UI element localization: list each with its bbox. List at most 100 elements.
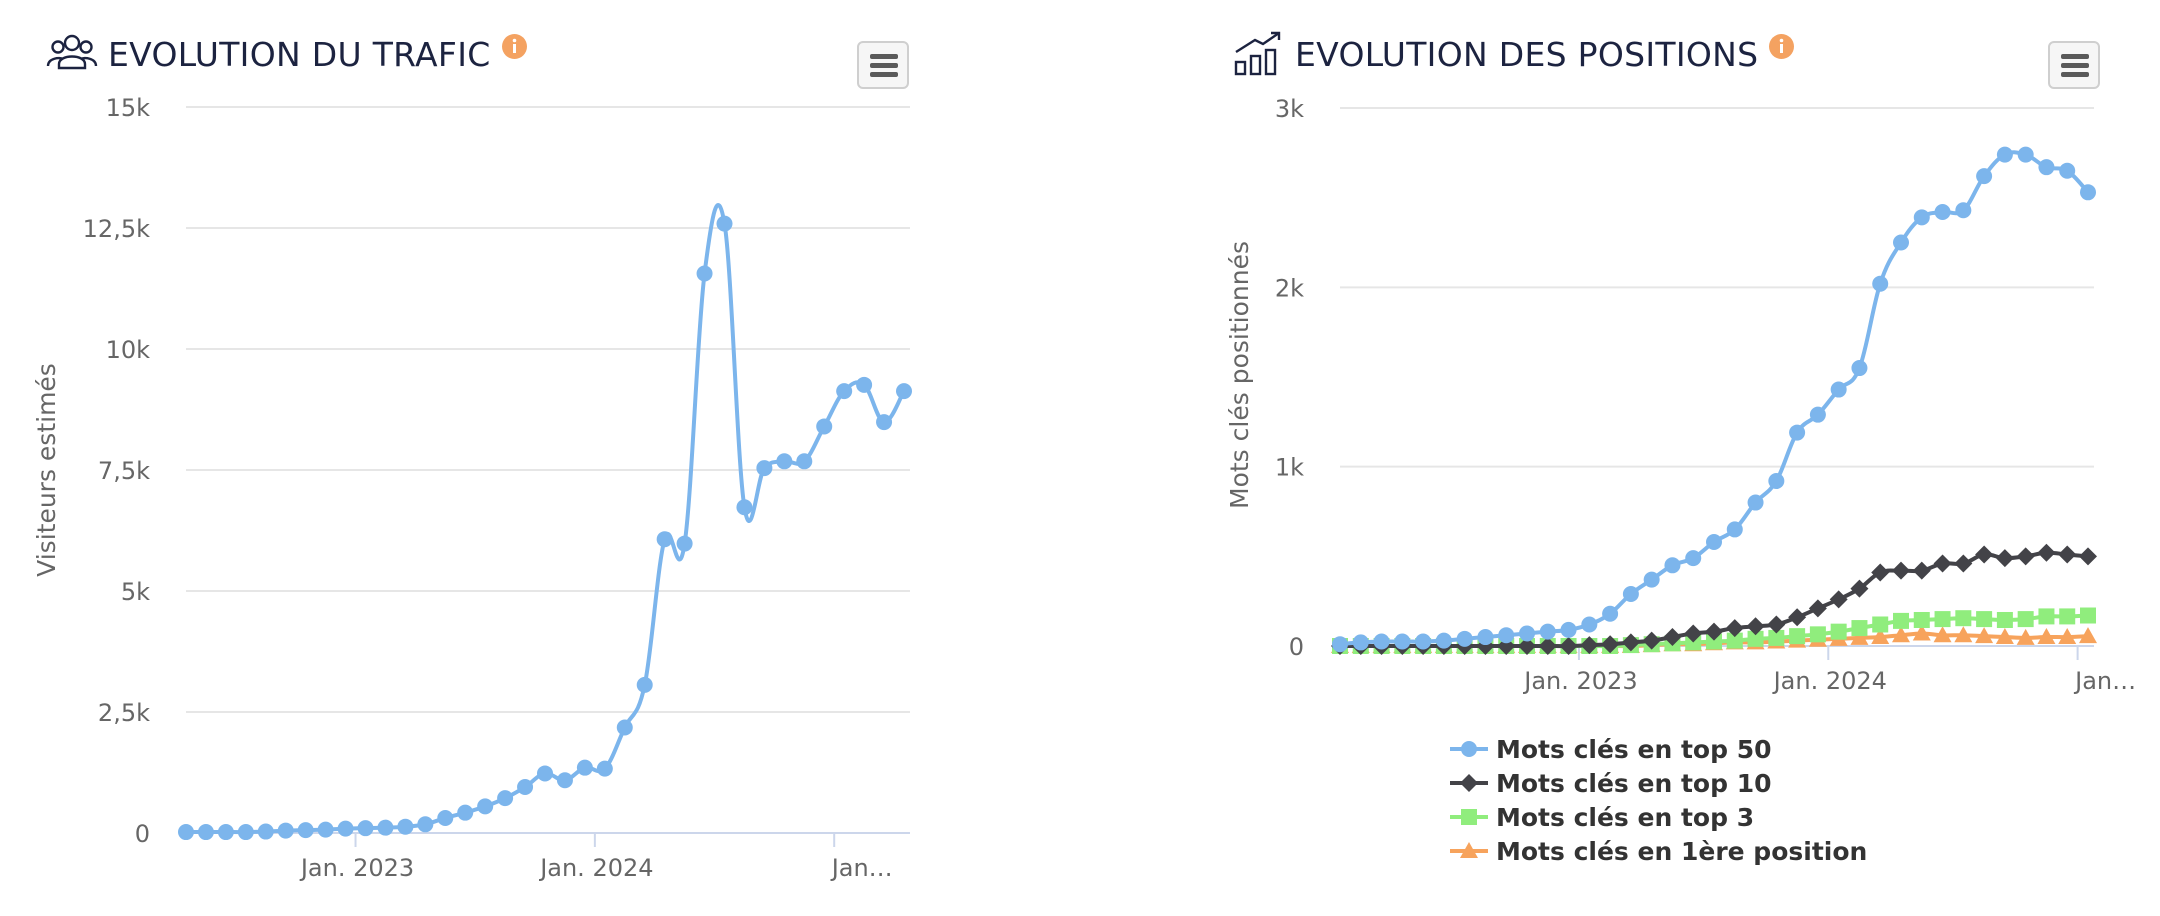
data-point[interactable] bbox=[2037, 628, 2056, 645]
data-point[interactable] bbox=[636, 676, 653, 693]
data-point[interactable] bbox=[1995, 628, 2014, 645]
data-point[interactable] bbox=[1435, 632, 1452, 649]
data-point[interactable] bbox=[1809, 626, 1826, 643]
data-point[interactable] bbox=[1498, 627, 1515, 644]
data-point[interactable] bbox=[2016, 628, 2035, 645]
data-point[interactable] bbox=[1622, 585, 1639, 602]
data-point[interactable] bbox=[2080, 184, 2096, 201]
data-point[interactable] bbox=[1768, 629, 1785, 646]
data-point[interactable] bbox=[1955, 610, 1972, 627]
data-point[interactable] bbox=[1872, 616, 1889, 633]
data-point[interactable] bbox=[1643, 571, 1660, 588]
data-point[interactable] bbox=[876, 414, 893, 431]
data-point[interactable] bbox=[1829, 590, 1848, 609]
data-point[interactable] bbox=[696, 265, 713, 282]
data-point[interactable] bbox=[2038, 608, 2055, 625]
data-point[interactable] bbox=[1726, 521, 1743, 538]
data-point[interactable] bbox=[856, 376, 873, 393]
data-point[interactable] bbox=[217, 824, 234, 841]
data-point[interactable] bbox=[1976, 611, 1993, 628]
data-point[interactable] bbox=[2037, 543, 2056, 562]
data-point[interactable] bbox=[756, 460, 773, 477]
data-point[interactable] bbox=[2058, 628, 2077, 645]
data-point[interactable] bbox=[2079, 627, 2097, 644]
data-point[interactable] bbox=[776, 453, 793, 470]
data-point[interactable] bbox=[497, 790, 514, 807]
data-point[interactable] bbox=[736, 499, 753, 516]
data-point[interactable] bbox=[1933, 554, 1952, 573]
data-point[interactable] bbox=[397, 818, 414, 835]
data-point[interactable] bbox=[1934, 611, 1951, 628]
data-point[interactable] bbox=[337, 820, 354, 837]
data-point[interactable] bbox=[2038, 159, 2055, 176]
data-point[interactable] bbox=[2016, 547, 2035, 566]
data-point[interactable] bbox=[1642, 631, 1661, 650]
data-point[interactable] bbox=[2079, 547, 2097, 566]
data-point[interactable] bbox=[1726, 632, 1743, 649]
data-point[interactable] bbox=[1808, 599, 1827, 618]
data-point[interactable] bbox=[1912, 561, 1931, 580]
data-point[interactable] bbox=[1559, 637, 1578, 655]
data-point[interactable] bbox=[1664, 557, 1681, 574]
data-point[interactable] bbox=[1477, 629, 1494, 646]
data-point[interactable] bbox=[1602, 605, 1619, 622]
data-point[interactable] bbox=[1976, 168, 1993, 185]
data-point[interactable] bbox=[417, 816, 434, 833]
data-point[interactable] bbox=[537, 765, 553, 782]
data-point[interactable] bbox=[1850, 628, 1869, 645]
data-point[interactable] bbox=[796, 453, 813, 470]
data-point[interactable] bbox=[1581, 616, 1598, 633]
traffic-menu-button[interactable] bbox=[857, 41, 909, 89]
data-point[interactable] bbox=[477, 798, 494, 815]
data-point[interactable] bbox=[676, 535, 693, 552]
data-point[interactable] bbox=[1892, 561, 1910, 580]
data-point[interactable] bbox=[1685, 550, 1702, 567]
data-point[interactable] bbox=[1893, 234, 1909, 251]
data-point[interactable] bbox=[1518, 637, 1536, 655]
data-point[interactable] bbox=[1996, 146, 2013, 163]
data-point[interactable] bbox=[1892, 626, 1910, 643]
data-point[interactable] bbox=[437, 809, 454, 826]
data-point[interactable] bbox=[237, 824, 254, 841]
data-point[interactable] bbox=[1954, 554, 1973, 573]
data-point[interactable] bbox=[1332, 636, 1348, 653]
data-point[interactable] bbox=[1934, 204, 1951, 221]
data-point[interactable] bbox=[1809, 406, 1826, 423]
data-point[interactable] bbox=[1872, 275, 1889, 292]
data-point[interactable] bbox=[297, 822, 314, 839]
data-point[interactable] bbox=[1580, 636, 1599, 655]
data-point[interactable] bbox=[1954, 626, 1973, 643]
data-point[interactable] bbox=[357, 820, 374, 837]
data-point[interactable] bbox=[1893, 612, 1909, 629]
data-point[interactable] bbox=[816, 418, 833, 435]
data-point[interactable] bbox=[517, 779, 534, 796]
data-point[interactable] bbox=[1768, 473, 1785, 490]
info-icon[interactable] bbox=[1768, 33, 1795, 60]
data-point[interactable] bbox=[2058, 545, 2077, 564]
data-point[interactable] bbox=[1913, 611, 1930, 628]
data-point[interactable] bbox=[2017, 611, 2034, 628]
data-point[interactable] bbox=[1912, 624, 1931, 641]
data-point[interactable] bbox=[2059, 162, 2076, 179]
data-point[interactable] bbox=[1996, 611, 2013, 628]
data-point[interactable] bbox=[1415, 633, 1432, 650]
data-point[interactable] bbox=[1746, 617, 1765, 636]
data-point[interactable] bbox=[1373, 633, 1390, 650]
legend-item[interactable]: Mots clés en 1ère position bbox=[1450, 834, 1867, 868]
data-point[interactable] bbox=[1975, 545, 1994, 564]
data-point[interactable] bbox=[1519, 625, 1535, 642]
data-point[interactable] bbox=[2017, 146, 2034, 163]
data-point[interactable] bbox=[1955, 202, 1972, 219]
data-point[interactable] bbox=[716, 215, 733, 232]
data-point[interactable] bbox=[1933, 626, 1952, 643]
data-point[interactable] bbox=[596, 760, 613, 777]
data-point[interactable] bbox=[178, 824, 194, 841]
data-point[interactable] bbox=[1352, 634, 1369, 651]
data-point[interactable] bbox=[1789, 628, 1806, 645]
data-point[interactable] bbox=[1539, 623, 1556, 640]
data-point[interactable] bbox=[1725, 619, 1744, 638]
legend-item[interactable]: Mots clés en top 3 bbox=[1450, 800, 1867, 834]
data-point[interactable] bbox=[1830, 623, 1847, 640]
data-point[interactable] bbox=[1706, 533, 1722, 550]
data-point[interactable] bbox=[197, 824, 214, 841]
